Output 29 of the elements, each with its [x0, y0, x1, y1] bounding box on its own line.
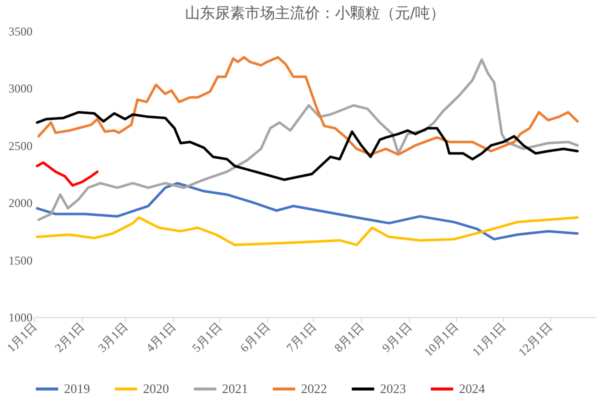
chart-title: 山东尿素市场主流价：小颗粒（元/吨） [184, 4, 446, 22]
x-tick-label: 9月1日 [379, 320, 415, 355]
legend-label: 2021 [222, 381, 248, 396]
legend-label: 2023 [380, 381, 406, 396]
x-tick-label: 3月1日 [95, 320, 131, 355]
y-tick-label: 3500 [8, 24, 32, 38]
line-series [37, 58, 579, 222]
x-tick-label: 10月1日 [421, 320, 461, 360]
y-tick-label: 3000 [8, 82, 32, 96]
line-series [36, 182, 579, 240]
legend-label: 2020 [143, 381, 169, 396]
y-tick-label: 1500 [8, 253, 32, 268]
line-series [36, 161, 99, 187]
x-tick-label: 4月1日 [143, 320, 178, 355]
line-series [36, 110, 579, 181]
x-tick-label: 12月1日 [516, 320, 556, 360]
legend-label: 2019 [64, 381, 90, 396]
line-series [37, 56, 579, 156]
x-tick-label: 11月1日 [470, 320, 509, 359]
x-tick-label: 2月1日 [52, 320, 88, 355]
line-series [36, 216, 579, 246]
legend-label: 2022 [301, 381, 327, 396]
legend-label: 2024 [459, 381, 486, 396]
x-tick-label: 5月1日 [189, 320, 225, 355]
x-tick-label: 6月1日 [237, 320, 273, 355]
y-tick-label: 2500 [8, 138, 32, 153]
y-tick-label: 2000 [8, 196, 32, 210]
x-tick-label: 7月1日 [284, 320, 319, 355]
x-tick-label: 8月1日 [331, 320, 367, 355]
